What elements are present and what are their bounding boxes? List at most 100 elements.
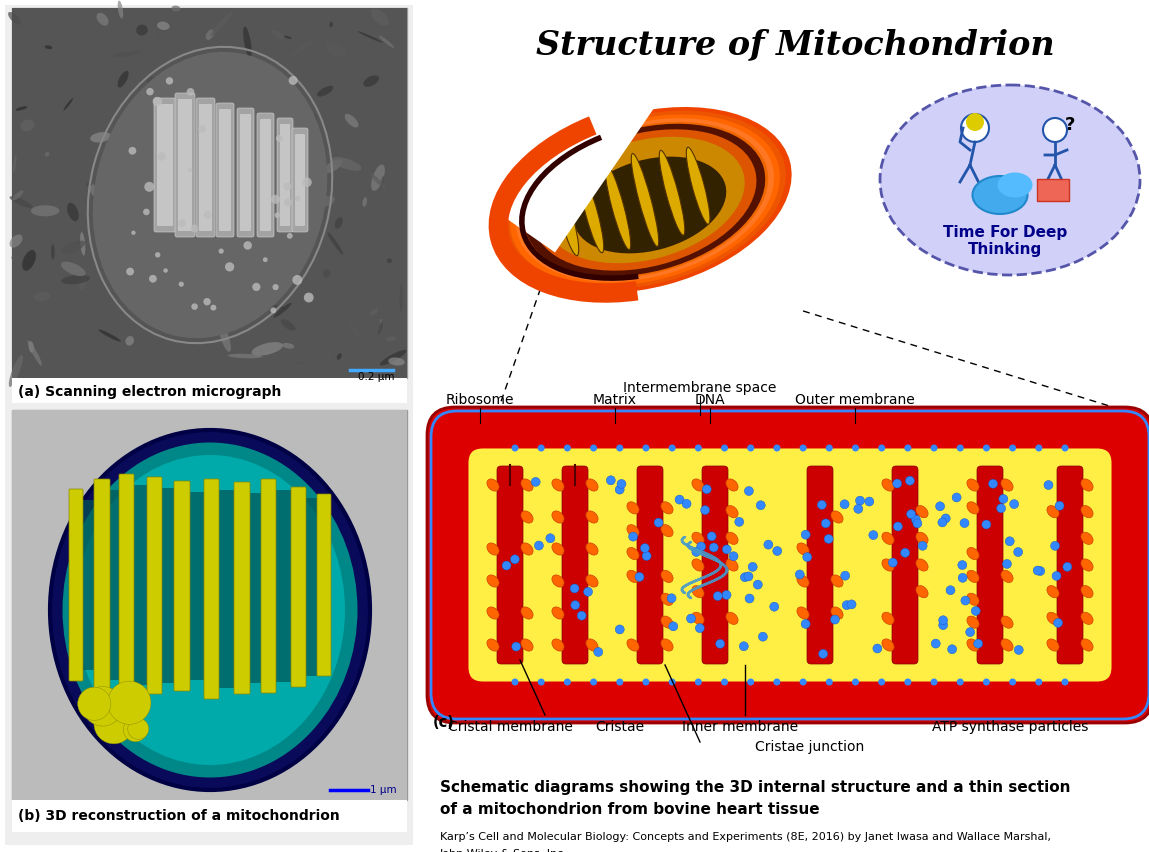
FancyBboxPatch shape: [11, 8, 407, 378]
FancyBboxPatch shape: [175, 93, 195, 237]
Circle shape: [1009, 445, 1016, 452]
Ellipse shape: [552, 511, 564, 523]
Circle shape: [570, 584, 579, 593]
FancyBboxPatch shape: [119, 474, 134, 696]
Circle shape: [144, 209, 149, 216]
Circle shape: [502, 561, 511, 570]
Ellipse shape: [106, 141, 115, 150]
Circle shape: [702, 485, 711, 493]
Circle shape: [302, 177, 311, 187]
FancyBboxPatch shape: [69, 489, 83, 681]
Ellipse shape: [244, 26, 252, 58]
Ellipse shape: [586, 511, 599, 523]
Circle shape: [773, 678, 780, 686]
Ellipse shape: [137, 115, 144, 124]
Circle shape: [155, 252, 161, 257]
Circle shape: [801, 530, 810, 539]
Text: Intermembrane space: Intermembrane space: [623, 381, 777, 395]
Circle shape: [851, 445, 859, 452]
Circle shape: [538, 678, 545, 686]
Circle shape: [747, 678, 754, 686]
Ellipse shape: [487, 575, 499, 587]
Ellipse shape: [627, 570, 639, 583]
Ellipse shape: [276, 241, 303, 258]
Circle shape: [642, 678, 649, 686]
Ellipse shape: [371, 164, 385, 191]
Circle shape: [722, 678, 728, 686]
Circle shape: [961, 596, 970, 605]
FancyBboxPatch shape: [295, 134, 304, 226]
FancyBboxPatch shape: [292, 128, 308, 232]
Ellipse shape: [627, 502, 639, 514]
Ellipse shape: [171, 6, 180, 12]
Circle shape: [1035, 678, 1042, 686]
FancyBboxPatch shape: [237, 108, 254, 237]
Ellipse shape: [1081, 532, 1093, 544]
FancyBboxPatch shape: [807, 466, 833, 664]
Ellipse shape: [51, 430, 370, 790]
Text: 1 μm: 1 μm: [370, 785, 396, 795]
Circle shape: [988, 479, 997, 488]
Circle shape: [740, 573, 749, 582]
Ellipse shape: [552, 607, 564, 619]
FancyBboxPatch shape: [157, 104, 173, 226]
Circle shape: [931, 445, 938, 452]
Ellipse shape: [967, 570, 979, 583]
Circle shape: [958, 573, 967, 582]
Ellipse shape: [324, 352, 332, 360]
FancyBboxPatch shape: [276, 490, 291, 682]
Circle shape: [1010, 499, 1019, 509]
Ellipse shape: [997, 172, 1033, 198]
Ellipse shape: [337, 354, 341, 360]
Ellipse shape: [51, 244, 55, 260]
Ellipse shape: [661, 570, 673, 583]
Text: Cristae junction: Cristae junction: [755, 740, 865, 754]
Ellipse shape: [97, 216, 105, 226]
Circle shape: [818, 649, 827, 659]
Ellipse shape: [347, 320, 363, 341]
Ellipse shape: [15, 326, 21, 333]
Ellipse shape: [268, 277, 275, 287]
FancyBboxPatch shape: [234, 482, 250, 694]
Ellipse shape: [525, 124, 765, 276]
Ellipse shape: [257, 116, 264, 150]
Ellipse shape: [661, 616, 673, 628]
FancyBboxPatch shape: [498, 466, 523, 664]
Ellipse shape: [552, 575, 564, 587]
Ellipse shape: [387, 258, 392, 263]
Circle shape: [965, 628, 974, 636]
Ellipse shape: [45, 45, 53, 49]
Circle shape: [276, 135, 283, 142]
Ellipse shape: [580, 176, 603, 253]
Ellipse shape: [487, 543, 499, 556]
Ellipse shape: [330, 22, 333, 27]
Ellipse shape: [219, 324, 231, 352]
Ellipse shape: [379, 319, 384, 325]
Circle shape: [770, 602, 779, 611]
Ellipse shape: [546, 137, 745, 263]
Circle shape: [851, 678, 859, 686]
Circle shape: [584, 587, 593, 596]
Circle shape: [511, 642, 520, 651]
Ellipse shape: [114, 145, 142, 158]
Circle shape: [1062, 445, 1069, 452]
Ellipse shape: [661, 502, 673, 514]
Ellipse shape: [522, 122, 769, 278]
Ellipse shape: [229, 72, 247, 83]
FancyBboxPatch shape: [702, 466, 728, 664]
Ellipse shape: [797, 575, 809, 587]
Circle shape: [854, 504, 863, 514]
Circle shape: [1054, 619, 1063, 627]
Ellipse shape: [267, 136, 277, 153]
Ellipse shape: [33, 292, 51, 302]
Ellipse shape: [326, 43, 347, 57]
Ellipse shape: [244, 132, 259, 145]
Ellipse shape: [371, 9, 390, 26]
Ellipse shape: [916, 505, 928, 518]
Circle shape: [129, 147, 137, 155]
Ellipse shape: [1001, 570, 1013, 583]
Ellipse shape: [692, 613, 704, 625]
Circle shape: [730, 552, 738, 561]
Ellipse shape: [882, 639, 894, 651]
Ellipse shape: [967, 639, 979, 651]
